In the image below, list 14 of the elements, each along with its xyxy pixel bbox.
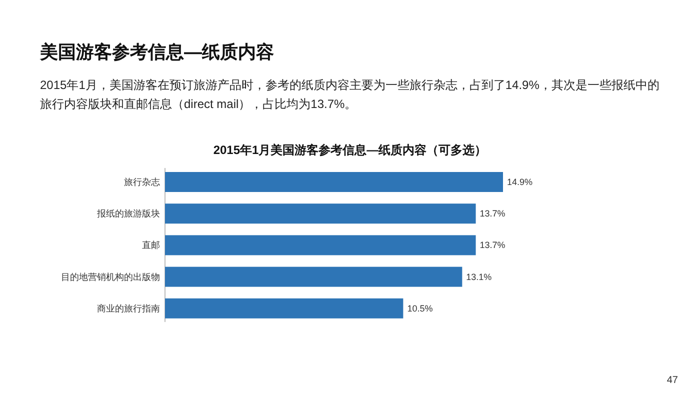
text: 47 (666, 375, 678, 386)
data-label: 13.1% (466, 272, 492, 282)
y-tick-label: 商业的旅行指南 (97, 303, 160, 314)
data-label: 13.7% (480, 240, 506, 250)
data-label: 13.7% (480, 208, 506, 219)
y-tick-label: 目的地营销机构的出版物 (61, 272, 160, 282)
data-label: 14.9% (507, 177, 533, 187)
chart-title: 2015年1月美国游客参考信息—纸质内容（可多选） (213, 143, 487, 157)
chart-title: 美国游客参考信息—纸质内容 (40, 41, 274, 64)
y-tick-label: 报纸的旅游版块 (96, 208, 160, 219)
y-tick-label: 直邮 (142, 240, 160, 250)
data-label: 10.5% (407, 303, 433, 314)
chart-subtitle: 2015年1月，美国游客在预订旅游产品时，参考的纸质内容主要为一些旅行杂志，占到了14.9%，其次是一些报纸中的旅行内容版块和直邮信息（direct mail），占比均为13.7%。 (40, 77, 660, 113)
y-tick-label: 旅行杂志 (124, 177, 160, 187)
